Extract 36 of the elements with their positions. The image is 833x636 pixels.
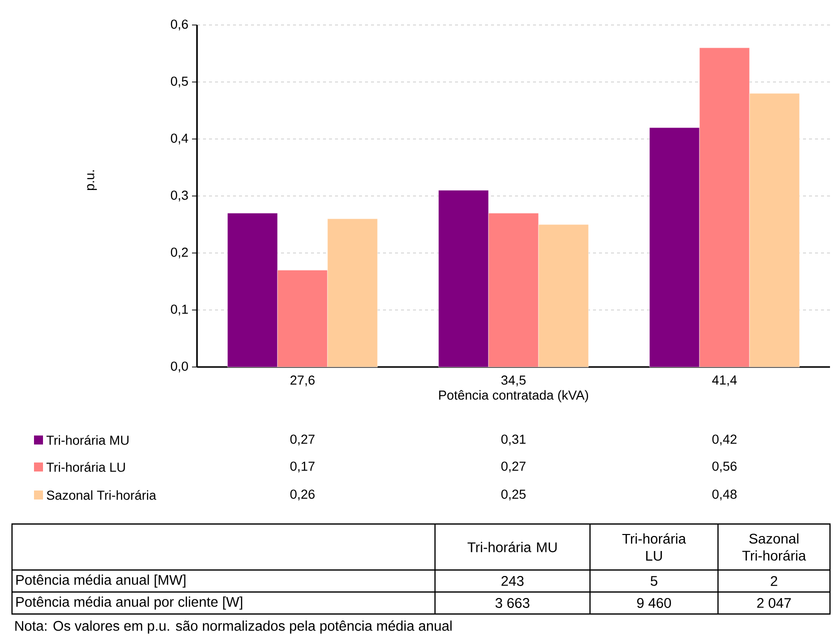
x-tick-label: 34,5 (501, 376, 526, 386)
data-label: 0,31 (501, 434, 526, 446)
data-label: 0,42 (712, 434, 736, 446)
category-label: Tri-horária LU (622, 533, 686, 561)
data-label: 0,48 (712, 490, 737, 500)
data-label: 3 663 (496, 598, 530, 608)
y-tick-label: 0,4 (170, 134, 188, 144)
category-label: Sazonal Tri-horária (742, 533, 806, 561)
text: Nota: Os valores em p.u. são normalizados pela potência média anual (15, 620, 452, 634)
y-tick-label: 0,2 (170, 248, 188, 258)
y-tick-label: 0,6 (170, 20, 188, 30)
y-tick-label: 0,3 (170, 190, 188, 202)
text: Potência média anual [MW] (16, 574, 186, 588)
y-axis-title: p.u. (87, 170, 97, 190)
data-label: 0,26 (290, 490, 315, 500)
legend-label: Tri-horária MU (46, 435, 128, 445)
data-label: 5 (650, 576, 658, 586)
data-label: 0,56 (712, 462, 737, 472)
data-label: 0,17 (290, 462, 314, 472)
data-label: 0,27 (501, 462, 526, 472)
x-axis-title: Potência contratada (kVA) (439, 390, 588, 402)
data-label: 9 460 (637, 598, 671, 608)
data-label: 243 (502, 576, 524, 586)
data-label: 2 (770, 576, 778, 586)
category-label: Tri-horária MU (468, 542, 557, 552)
data-label: 2 047 (757, 598, 791, 608)
y-tick-label: 0,0 (170, 362, 188, 372)
x-tick-label: 27,6 (290, 376, 315, 386)
data-label: 0,25 (501, 490, 526, 500)
x-tick-label: 41,4 (712, 376, 737, 386)
text: Potência média anual por cliente [W] (16, 596, 242, 610)
data-label: 0,27 (290, 434, 314, 446)
legend-label: Tri-horária LU (46, 462, 125, 472)
y-tick-label: 0,1 (170, 304, 188, 316)
y-tick-label: 0,5 (170, 76, 188, 88)
legend-label: Sazonal Tri-horária (46, 490, 156, 500)
